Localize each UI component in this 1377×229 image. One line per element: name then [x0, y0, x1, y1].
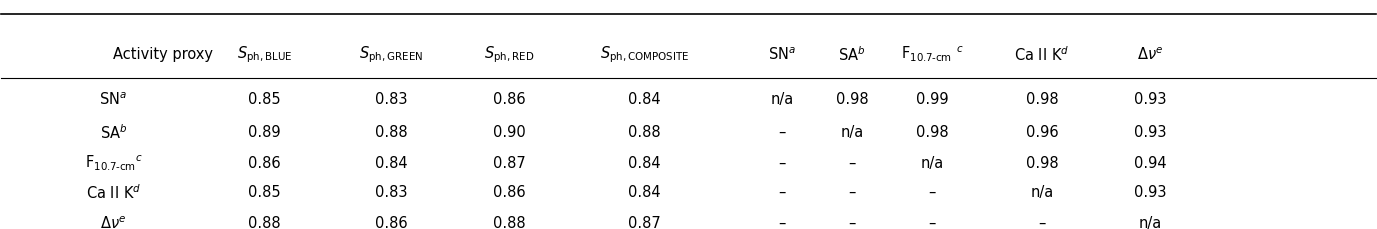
Text: –: – [778, 215, 786, 229]
Text: 0.85: 0.85 [248, 92, 281, 107]
Text: n/a: n/a [770, 92, 793, 107]
Text: –: – [848, 184, 856, 199]
Text: 0.98: 0.98 [1026, 155, 1059, 170]
Text: 0.98: 0.98 [1026, 92, 1059, 107]
Text: 0.93: 0.93 [1135, 184, 1166, 199]
Text: 0.85: 0.85 [248, 184, 281, 199]
Text: SA$^{b}$: SA$^{b}$ [839, 45, 866, 63]
Text: $S_{\rm ph,GREEN}$: $S_{\rm ph,GREEN}$ [359, 44, 424, 64]
Text: 0.84: 0.84 [628, 155, 661, 170]
Text: F$_{10.7\text{-cm}}$ $^{c}$: F$_{10.7\text{-cm}}$ $^{c}$ [901, 44, 964, 64]
Text: –: – [848, 215, 856, 229]
Text: Ca II K$^{d}$: Ca II K$^{d}$ [1015, 45, 1070, 63]
Text: –: – [928, 215, 935, 229]
Text: F$_{10.7\text{-cm}}$$^{c}$: F$_{10.7\text{-cm}}$$^{c}$ [84, 153, 142, 172]
Text: n/a: n/a [920, 155, 943, 170]
Text: 0.84: 0.84 [375, 155, 408, 170]
Text: 0.94: 0.94 [1135, 155, 1168, 170]
Text: SN$^{a}$: SN$^{a}$ [768, 46, 796, 62]
Text: SA$^{b}$: SA$^{b}$ [99, 123, 127, 141]
Text: 0.83: 0.83 [375, 92, 408, 107]
Text: –: – [778, 184, 786, 199]
Text: $S_{\rm ph,COMPOSITE}$: $S_{\rm ph,COMPOSITE}$ [600, 44, 688, 64]
Text: 0.93: 0.93 [1135, 92, 1166, 107]
Text: 0.98: 0.98 [836, 92, 869, 107]
Text: 0.84: 0.84 [628, 92, 661, 107]
Text: $\Delta\nu^{e}$: $\Delta\nu^{e}$ [1137, 46, 1164, 62]
Text: 0.88: 0.88 [248, 215, 281, 229]
Text: 0.86: 0.86 [248, 155, 281, 170]
Text: n/a: n/a [1030, 184, 1053, 199]
Text: –: – [1038, 215, 1045, 229]
Text: $S_{\rm ph,BLUE}$: $S_{\rm ph,BLUE}$ [237, 44, 292, 64]
Text: 0.86: 0.86 [493, 92, 526, 107]
Text: 0.90: 0.90 [493, 125, 526, 139]
Text: 0.96: 0.96 [1026, 125, 1059, 139]
Text: 0.89: 0.89 [248, 125, 281, 139]
Text: 0.93: 0.93 [1135, 125, 1166, 139]
Text: 0.88: 0.88 [375, 125, 408, 139]
Text: –: – [778, 125, 786, 139]
Text: n/a: n/a [1139, 215, 1162, 229]
Text: 0.84: 0.84 [628, 184, 661, 199]
Text: $\Delta\nu^{e}$: $\Delta\nu^{e}$ [101, 214, 127, 229]
Text: 0.87: 0.87 [493, 155, 526, 170]
Text: 0.88: 0.88 [493, 215, 526, 229]
Text: Ca II K$^{d}$: Ca II K$^{d}$ [85, 182, 142, 201]
Text: 0.98: 0.98 [916, 125, 949, 139]
Text: 0.86: 0.86 [493, 184, 526, 199]
Text: –: – [778, 155, 786, 170]
Text: Activity proxy: Activity proxy [113, 46, 213, 62]
Text: n/a: n/a [840, 125, 863, 139]
Text: 0.99: 0.99 [916, 92, 949, 107]
Text: 0.87: 0.87 [628, 215, 661, 229]
Text: –: – [928, 184, 935, 199]
Text: 0.83: 0.83 [375, 184, 408, 199]
Text: 0.88: 0.88 [628, 125, 661, 139]
Text: $S_{\rm ph,RED}$: $S_{\rm ph,RED}$ [485, 44, 534, 64]
Text: –: – [848, 155, 856, 170]
Text: 0.86: 0.86 [375, 215, 408, 229]
Text: SN$^{a}$: SN$^{a}$ [99, 91, 128, 107]
